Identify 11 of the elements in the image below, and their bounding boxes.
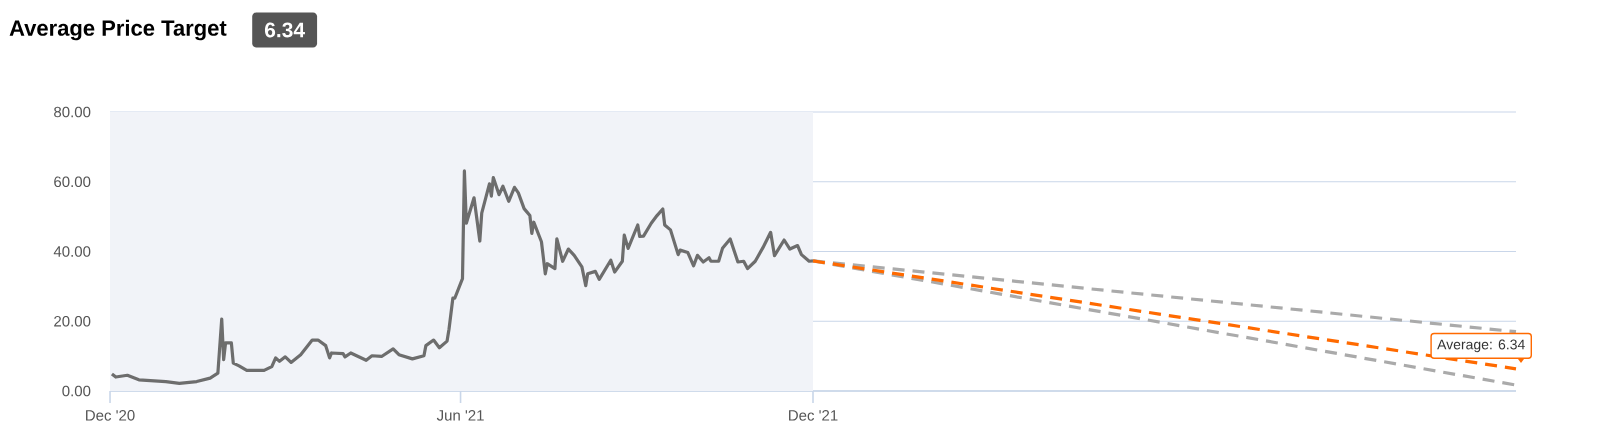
chart-subtitle: 6.34	[264, 22, 305, 38]
x-tick-label: Jun '21	[436, 410, 484, 421]
y-tick-label: 60.00	[54, 176, 91, 188]
x-tick-label: Dec '21	[789, 410, 838, 421]
y-tick-label: 40.00	[53, 246, 91, 257]
annotation: Average: 6.34	[1437, 339, 1525, 353]
y-tick-label: 20.00	[54, 315, 91, 327]
chart-title: Average Price Target	[9, 19, 227, 41]
x-tick-label: Dec '20	[86, 410, 135, 421]
y-tick-label: 80.00	[54, 106, 91, 118]
y-tick-label: 0.00	[62, 385, 91, 397]
